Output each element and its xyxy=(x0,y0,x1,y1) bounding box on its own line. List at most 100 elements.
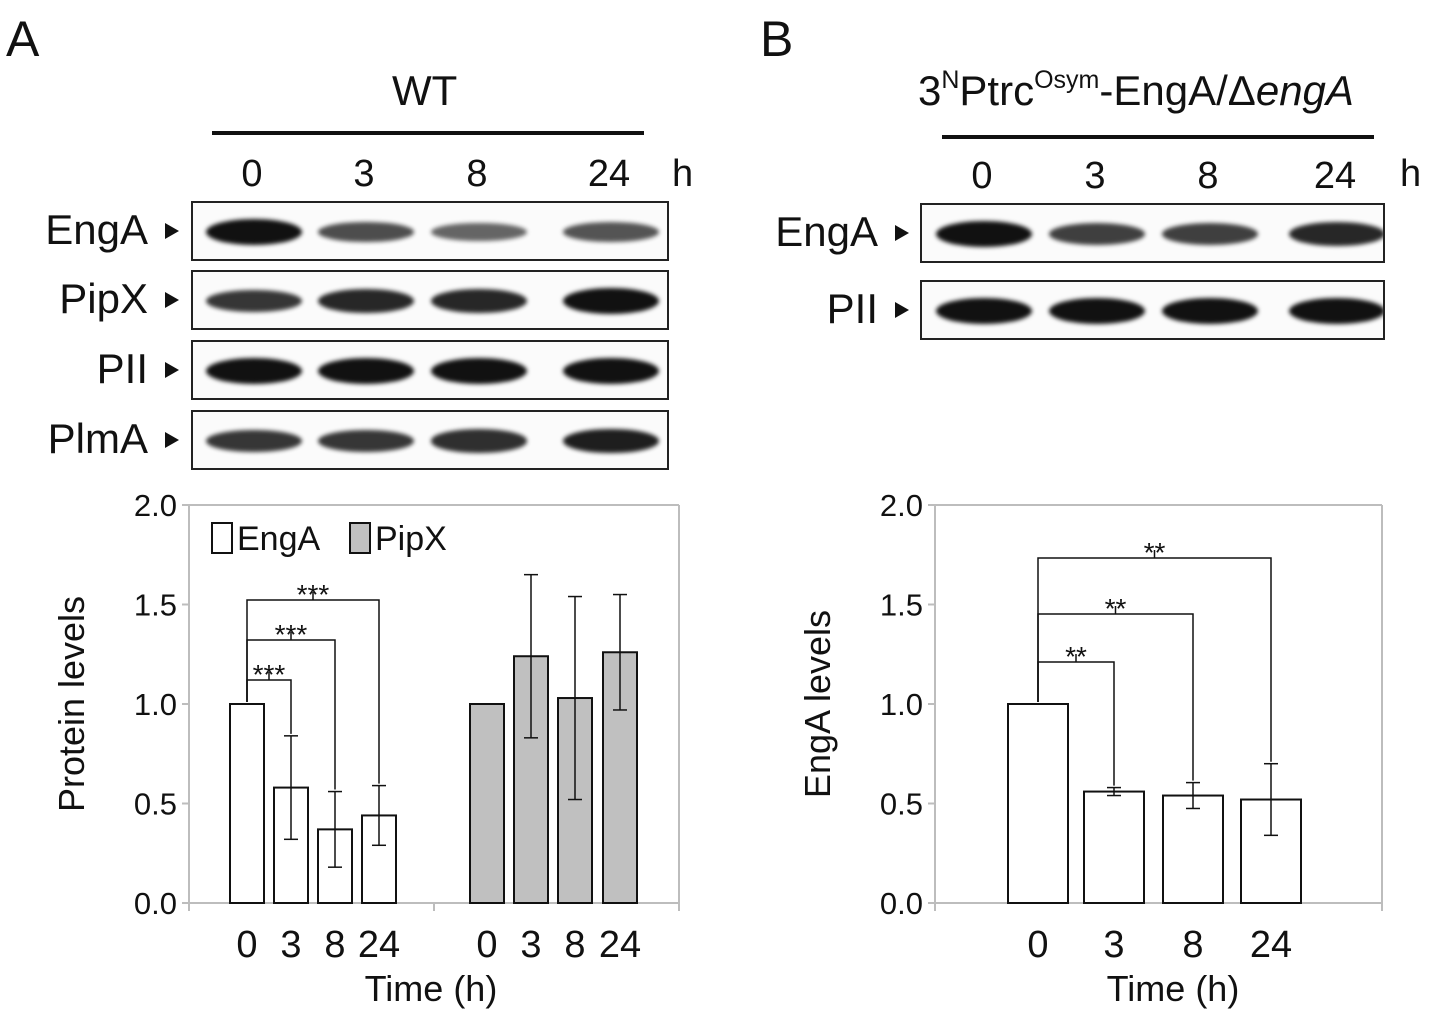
blot-band xyxy=(431,289,527,313)
y-tick-label: 0.0 xyxy=(134,886,177,921)
significance-label: ** xyxy=(1065,641,1087,672)
blot-protein-label: EngA xyxy=(775,208,878,255)
blot-protein-label: PII xyxy=(96,345,148,392)
blot-arrow-icon xyxy=(165,432,179,448)
blot-band xyxy=(1289,298,1383,324)
blot-arrow-icon xyxy=(165,223,179,239)
significance-label: ** xyxy=(1144,537,1166,568)
y-axis-title: Protein levels xyxy=(51,596,92,812)
blot-band xyxy=(206,358,302,384)
panel-b-condition: 3NPtrcOsym-EngA/ΔengA xyxy=(918,66,1354,114)
significance-label: *** xyxy=(275,619,308,650)
blot-band xyxy=(431,222,527,242)
chart-a: 0.00.51.01.52.00 3 8 24 0 3 8 24*********EngA Pi… xyxy=(51,488,680,1009)
blot-band xyxy=(563,428,659,454)
y-tick-label: 0.0 xyxy=(880,886,923,921)
x-tick-label: 24 xyxy=(599,924,641,966)
y-tick-label: 2.0 xyxy=(880,488,923,523)
y-tick-label: 2.0 xyxy=(134,488,177,523)
x-tick-label: 3 xyxy=(1103,924,1124,966)
timepoint-label: 8 xyxy=(466,153,488,195)
blot-band xyxy=(206,219,302,245)
y-tick-label: 1.0 xyxy=(134,687,177,722)
y-tick-label: 1.5 xyxy=(880,588,923,623)
x-tick-label: 8 xyxy=(1182,924,1203,966)
blot-image xyxy=(191,270,669,330)
significance-bracket xyxy=(246,599,380,784)
blot-band xyxy=(1289,222,1383,246)
blot-band xyxy=(206,429,302,453)
blot-image xyxy=(920,203,1385,263)
legend-label: PipX xyxy=(375,520,447,558)
y-tick-label: 1.0 xyxy=(880,687,923,722)
x-axis-title: Time (h) xyxy=(365,968,498,1009)
x-tick-label: 8 xyxy=(564,924,585,966)
panel-b-letter: B xyxy=(760,11,794,67)
blot-protein-label: PII xyxy=(826,285,878,332)
y-tick-label: 1.5 xyxy=(134,588,177,623)
bar xyxy=(1007,703,1069,904)
blot-band xyxy=(318,358,414,384)
blot-band xyxy=(318,429,414,453)
y-tick-label: 0.5 xyxy=(134,787,177,822)
blot-image xyxy=(191,340,669,400)
panel-a-time-unit: h xyxy=(672,153,694,195)
x-tick-label: 3 xyxy=(520,924,541,966)
blot-band xyxy=(206,289,302,313)
blot-protein-label: PlmA xyxy=(47,415,148,462)
blot-arrow-icon xyxy=(165,292,179,308)
blot-arrow-icon xyxy=(165,362,179,378)
bar xyxy=(1162,794,1224,904)
timepoint-label: 24 xyxy=(587,153,631,195)
timepoint-label: 0 xyxy=(241,153,263,195)
x-tick-label: 3 xyxy=(280,924,301,966)
blot-band xyxy=(431,429,527,453)
blot-band xyxy=(1162,223,1258,245)
y-axis-title: EngA levels xyxy=(797,610,838,798)
x-tick-label: 24 xyxy=(358,924,400,966)
bar xyxy=(229,703,265,904)
significance-label: *** xyxy=(253,659,286,690)
legend-label: EngA xyxy=(237,520,320,558)
panel-a-condition-rule xyxy=(212,131,644,135)
blot-image xyxy=(191,410,669,470)
panel-b-time-unit: h xyxy=(1400,153,1422,195)
bar xyxy=(469,703,505,904)
timepoint-label: 3 xyxy=(353,153,375,195)
significance-label: *** xyxy=(297,579,330,610)
blot-arrow-icon xyxy=(895,302,909,318)
blot-band xyxy=(1049,298,1145,324)
blot-band xyxy=(563,358,659,384)
blot-band xyxy=(1049,223,1145,245)
x-axis-title: Time (h) xyxy=(1107,968,1240,1009)
timepoint-label: 8 xyxy=(1197,155,1219,197)
blot-protein-label: PipX xyxy=(59,275,148,322)
x-tick-label: 24 xyxy=(1250,924,1292,966)
blot-band xyxy=(431,358,527,384)
blot-band xyxy=(318,221,414,243)
blot-image xyxy=(191,201,669,261)
x-tick-label: 0 xyxy=(236,924,257,966)
blot-band xyxy=(563,222,659,242)
bar xyxy=(1083,790,1145,904)
x-tick-label: 0 xyxy=(1027,924,1048,966)
panel-a-letter: A xyxy=(6,11,40,67)
blot-band xyxy=(1162,298,1258,324)
blot-band xyxy=(936,298,1032,324)
blot-band xyxy=(936,221,1032,247)
blot-band xyxy=(318,289,414,313)
blot-band xyxy=(563,288,659,314)
panel-a-condition: WT xyxy=(392,67,458,114)
blot-arrow-icon xyxy=(895,225,909,241)
significance-label: ** xyxy=(1105,593,1127,624)
x-tick-label: 0 xyxy=(476,924,497,966)
timepoint-label: 24 xyxy=(1313,155,1357,197)
blot-image xyxy=(920,280,1385,340)
y-tick-label: 0.5 xyxy=(880,787,923,822)
legend-swatch xyxy=(211,522,233,554)
x-tick-label: 8 xyxy=(324,924,345,966)
chart-b: 0.0 0.5 1.0 1.5 2.0 0 3 8 24 ** ** ** Time (h) EngA l… xyxy=(797,488,1383,1009)
timepoint-label: 3 xyxy=(1084,155,1106,197)
timepoint-label: 0 xyxy=(971,155,993,197)
panel-b-condition-rule xyxy=(942,135,1374,139)
